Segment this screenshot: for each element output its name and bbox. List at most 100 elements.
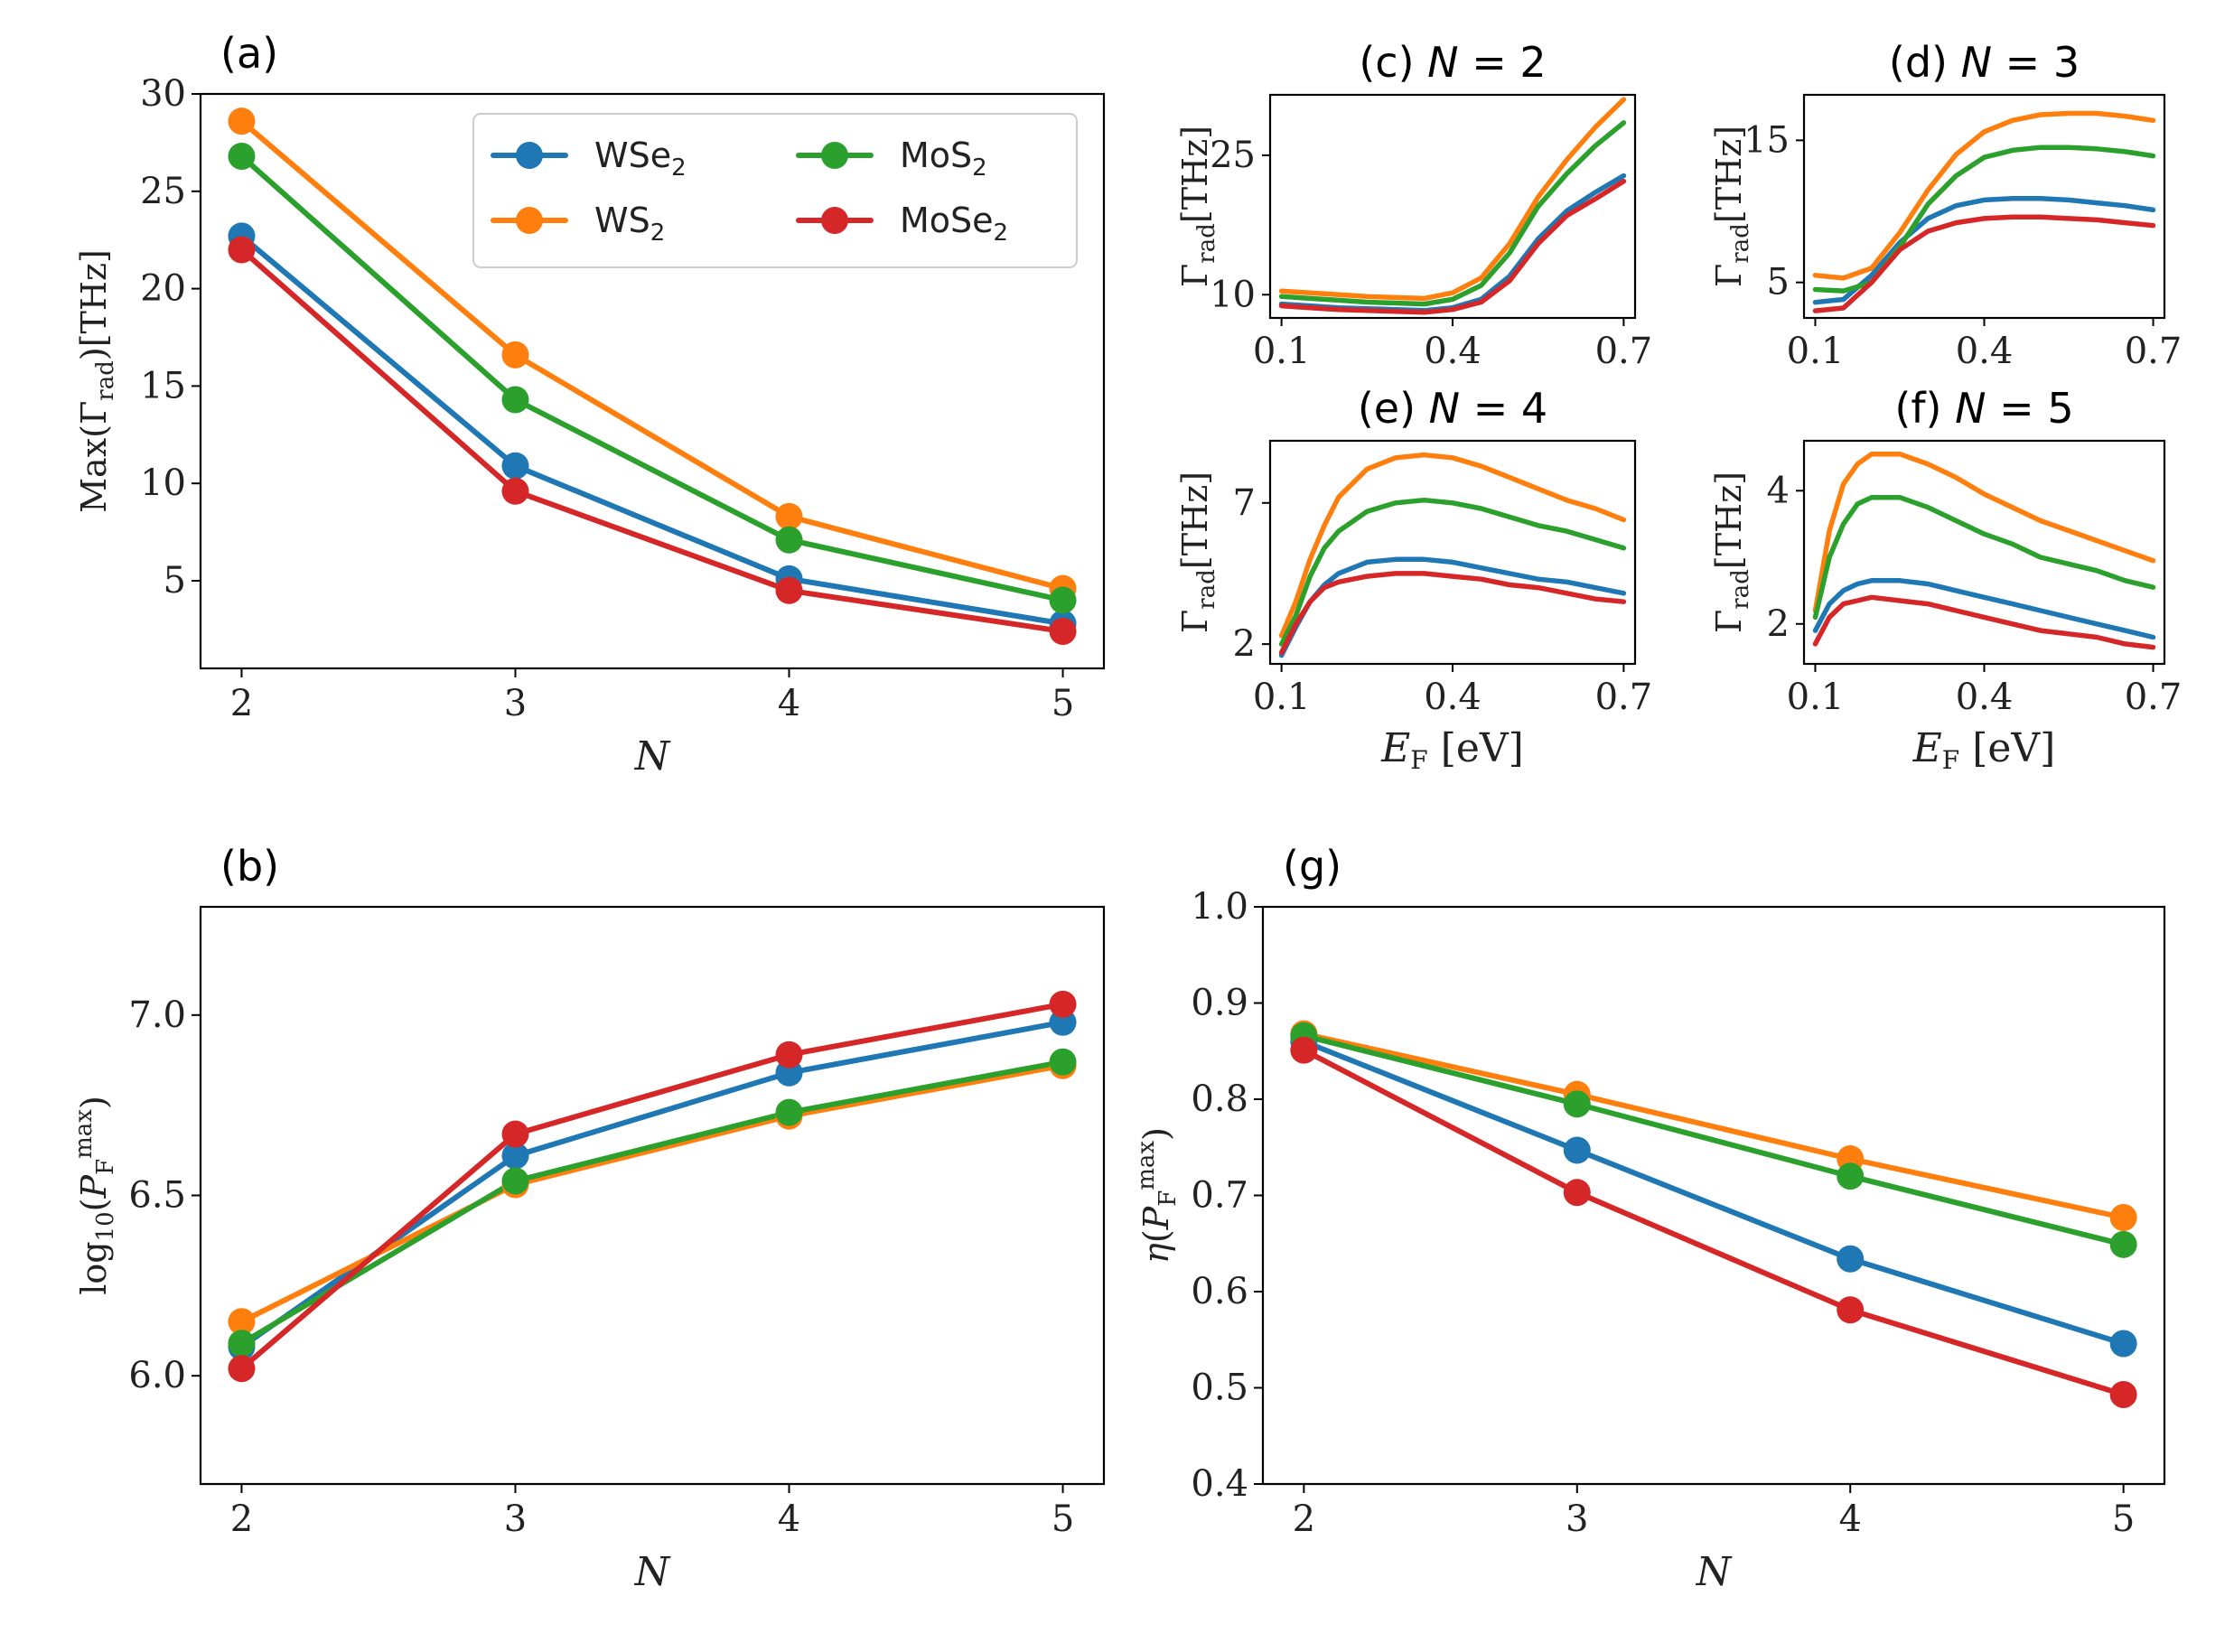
y-tick-label: 25: [140, 171, 186, 212]
data-point-WS2-N2: [228, 1308, 256, 1336]
plot-area-f: [1812, 451, 2156, 650]
y-axis-label: log10(PFmax): [70, 1096, 119, 1295]
y-tick-label: 2: [1767, 603, 1790, 645]
data-point-WSe2-N3: [1563, 1136, 1591, 1164]
series-line-WS2: [238, 118, 1066, 592]
y-axis-label: Γrad[THz]: [1709, 126, 1754, 287]
data-point-MoSe2-N5: [1049, 990, 1077, 1018]
legend-entry-MoS2: MoS2: [796, 135, 987, 182]
data-point-MoS2-N3: [501, 1167, 529, 1195]
data-point-MoS2-N3: [501, 386, 529, 414]
x-tick-label: 4: [778, 1498, 800, 1540]
y-axis-label: Γrad[THz]: [1175, 126, 1220, 287]
series-line-WS2: [1812, 110, 2156, 281]
panel-title: (d) N = 3: [1889, 38, 2080, 87]
legend-marker: [821, 142, 848, 169]
axes-frame: [199, 92, 1106, 670]
x-axis-label: EF [eV]: [1380, 725, 1524, 775]
plot-area-b: [238, 1001, 1066, 1372]
series-line-MoS2: [238, 154, 1066, 603]
data-point-MoSe2-N2: [228, 1355, 256, 1383]
y-tick-label: 0.8: [1191, 1078, 1248, 1120]
panel-title: (e) N = 4: [1358, 384, 1547, 433]
x-axis-label: EF [eV]: [1912, 725, 2056, 775]
panel-label: (g): [1283, 842, 1341, 891]
y-tick-label: 6.0: [128, 1355, 186, 1396]
series-line-MoSe2: [1301, 1047, 2127, 1397]
data-point-MoSe2-N2: [228, 236, 256, 264]
data-point-WS2-N2: [228, 107, 256, 135]
series-line-MoSe2: [238, 1001, 1066, 1372]
x-tick-label: 0.7: [2125, 677, 2183, 718]
data-point-MoS2-N3: [1563, 1090, 1591, 1118]
series-line-MoSe2: [1812, 214, 2156, 313]
legend-box: [472, 113, 1078, 268]
data-point-MoS2-N4: [775, 526, 803, 554]
series-line-MoS2: [1301, 1032, 2127, 1247]
series-line-WSe2: [1301, 1039, 2127, 1347]
data-point-MoS2-N5: [1049, 586, 1077, 614]
data-point-WS2-N4: [775, 502, 803, 530]
y-tick-label: 5: [1767, 262, 1790, 303]
x-tick-label: 0.4: [1424, 331, 1482, 372]
y-tick-label: 7: [1233, 482, 1256, 524]
series-line-WSe2: [238, 1019, 1066, 1350]
series-line-WS2: [1812, 451, 2156, 613]
data-point-MoSe2-N2: [1290, 1036, 1318, 1064]
plot-area-a: [238, 118, 1066, 634]
y-tick-label: 10: [1210, 274, 1256, 315]
panel-title: (f) N = 5: [1894, 384, 2073, 433]
series-line-WS2: [1278, 452, 1627, 639]
y-tick-label: 2: [1233, 623, 1256, 665]
plot-area-c: [1278, 97, 1627, 315]
legend-label: WS2: [594, 201, 665, 247]
series-line-MoSe2: [238, 247, 1066, 634]
data-point-MoSe2-N4: [1837, 1296, 1865, 1324]
data-point-MoSe2-N3: [501, 477, 529, 505]
data-point-MoSe2-N5: [2109, 1380, 2137, 1408]
x-tick-label: 3: [1566, 1498, 1588, 1540]
y-tick-label: 7.0: [128, 994, 186, 1036]
panel-f: 0.1 0.4 0.7 2 4 EF [eV] Γrad[THz] (f) N = 5: [1709, 384, 2182, 775]
series-line-MoS2: [1812, 494, 2156, 621]
x-tick-label: 0.1: [1787, 677, 1845, 718]
data-point-MoSe2-N4: [775, 1041, 803, 1069]
legend-entry-MoSe2: MoSe2: [796, 201, 1008, 247]
data-point-MoS2-N2: [228, 142, 256, 170]
y-tick-label: 1.0: [1191, 886, 1248, 928]
series-line-MoSe2: [1278, 178, 1627, 315]
data-point-MoS2-N5: [2109, 1230, 2137, 1258]
x-tick-label: 4: [778, 683, 800, 724]
x-tick-label: 2: [1293, 1498, 1315, 1540]
series-line-WSe2: [1278, 556, 1627, 658]
plot-area-e: [1278, 452, 1627, 658]
legend-label: MoSe2: [900, 201, 1008, 247]
y-tick-label: 0.5: [1191, 1367, 1248, 1409]
legend-label: MoS2: [900, 135, 987, 182]
panel-e: 0.1 0.4 0.7 2 7 EF [eV] Γrad[THz] (e) N = 4: [1175, 384, 1652, 775]
y-tick-label: 25: [1210, 135, 1256, 176]
data-point-WS2-N5: [2109, 1203, 2137, 1231]
data-point-MoSe2-N3: [501, 1120, 529, 1148]
x-tick-label: 0.1: [1253, 331, 1311, 372]
series-line-MoS2: [1278, 497, 1627, 647]
series-line-WSe2: [1812, 578, 2156, 640]
y-tick-label: 6.5: [128, 1175, 186, 1217]
x-tick-label: 5: [1052, 1498, 1074, 1540]
x-tick-label: 0.4: [1424, 677, 1482, 718]
data-point-MoS2-N5: [1049, 1048, 1077, 1076]
x-axis-label: N: [634, 733, 671, 779]
y-tick-label: 30: [140, 73, 186, 115]
data-point-MoSe2-N4: [775, 576, 803, 604]
data-point-MoS2-N2: [228, 1330, 256, 1358]
series-line-WS2: [1301, 1031, 2127, 1220]
x-axis-label: N: [634, 1549, 671, 1595]
data-point-MoSe2-N5: [1049, 618, 1077, 646]
x-axis-label: N: [1696, 1549, 1733, 1595]
x-tick-label: 0.1: [1253, 677, 1311, 718]
y-tick-label: 4: [1767, 470, 1790, 511]
series-line-WS2: [238, 1062, 1066, 1325]
data-point-WSe2-N5: [2109, 1330, 2137, 1358]
y-tick-label: 0.6: [1191, 1271, 1248, 1312]
